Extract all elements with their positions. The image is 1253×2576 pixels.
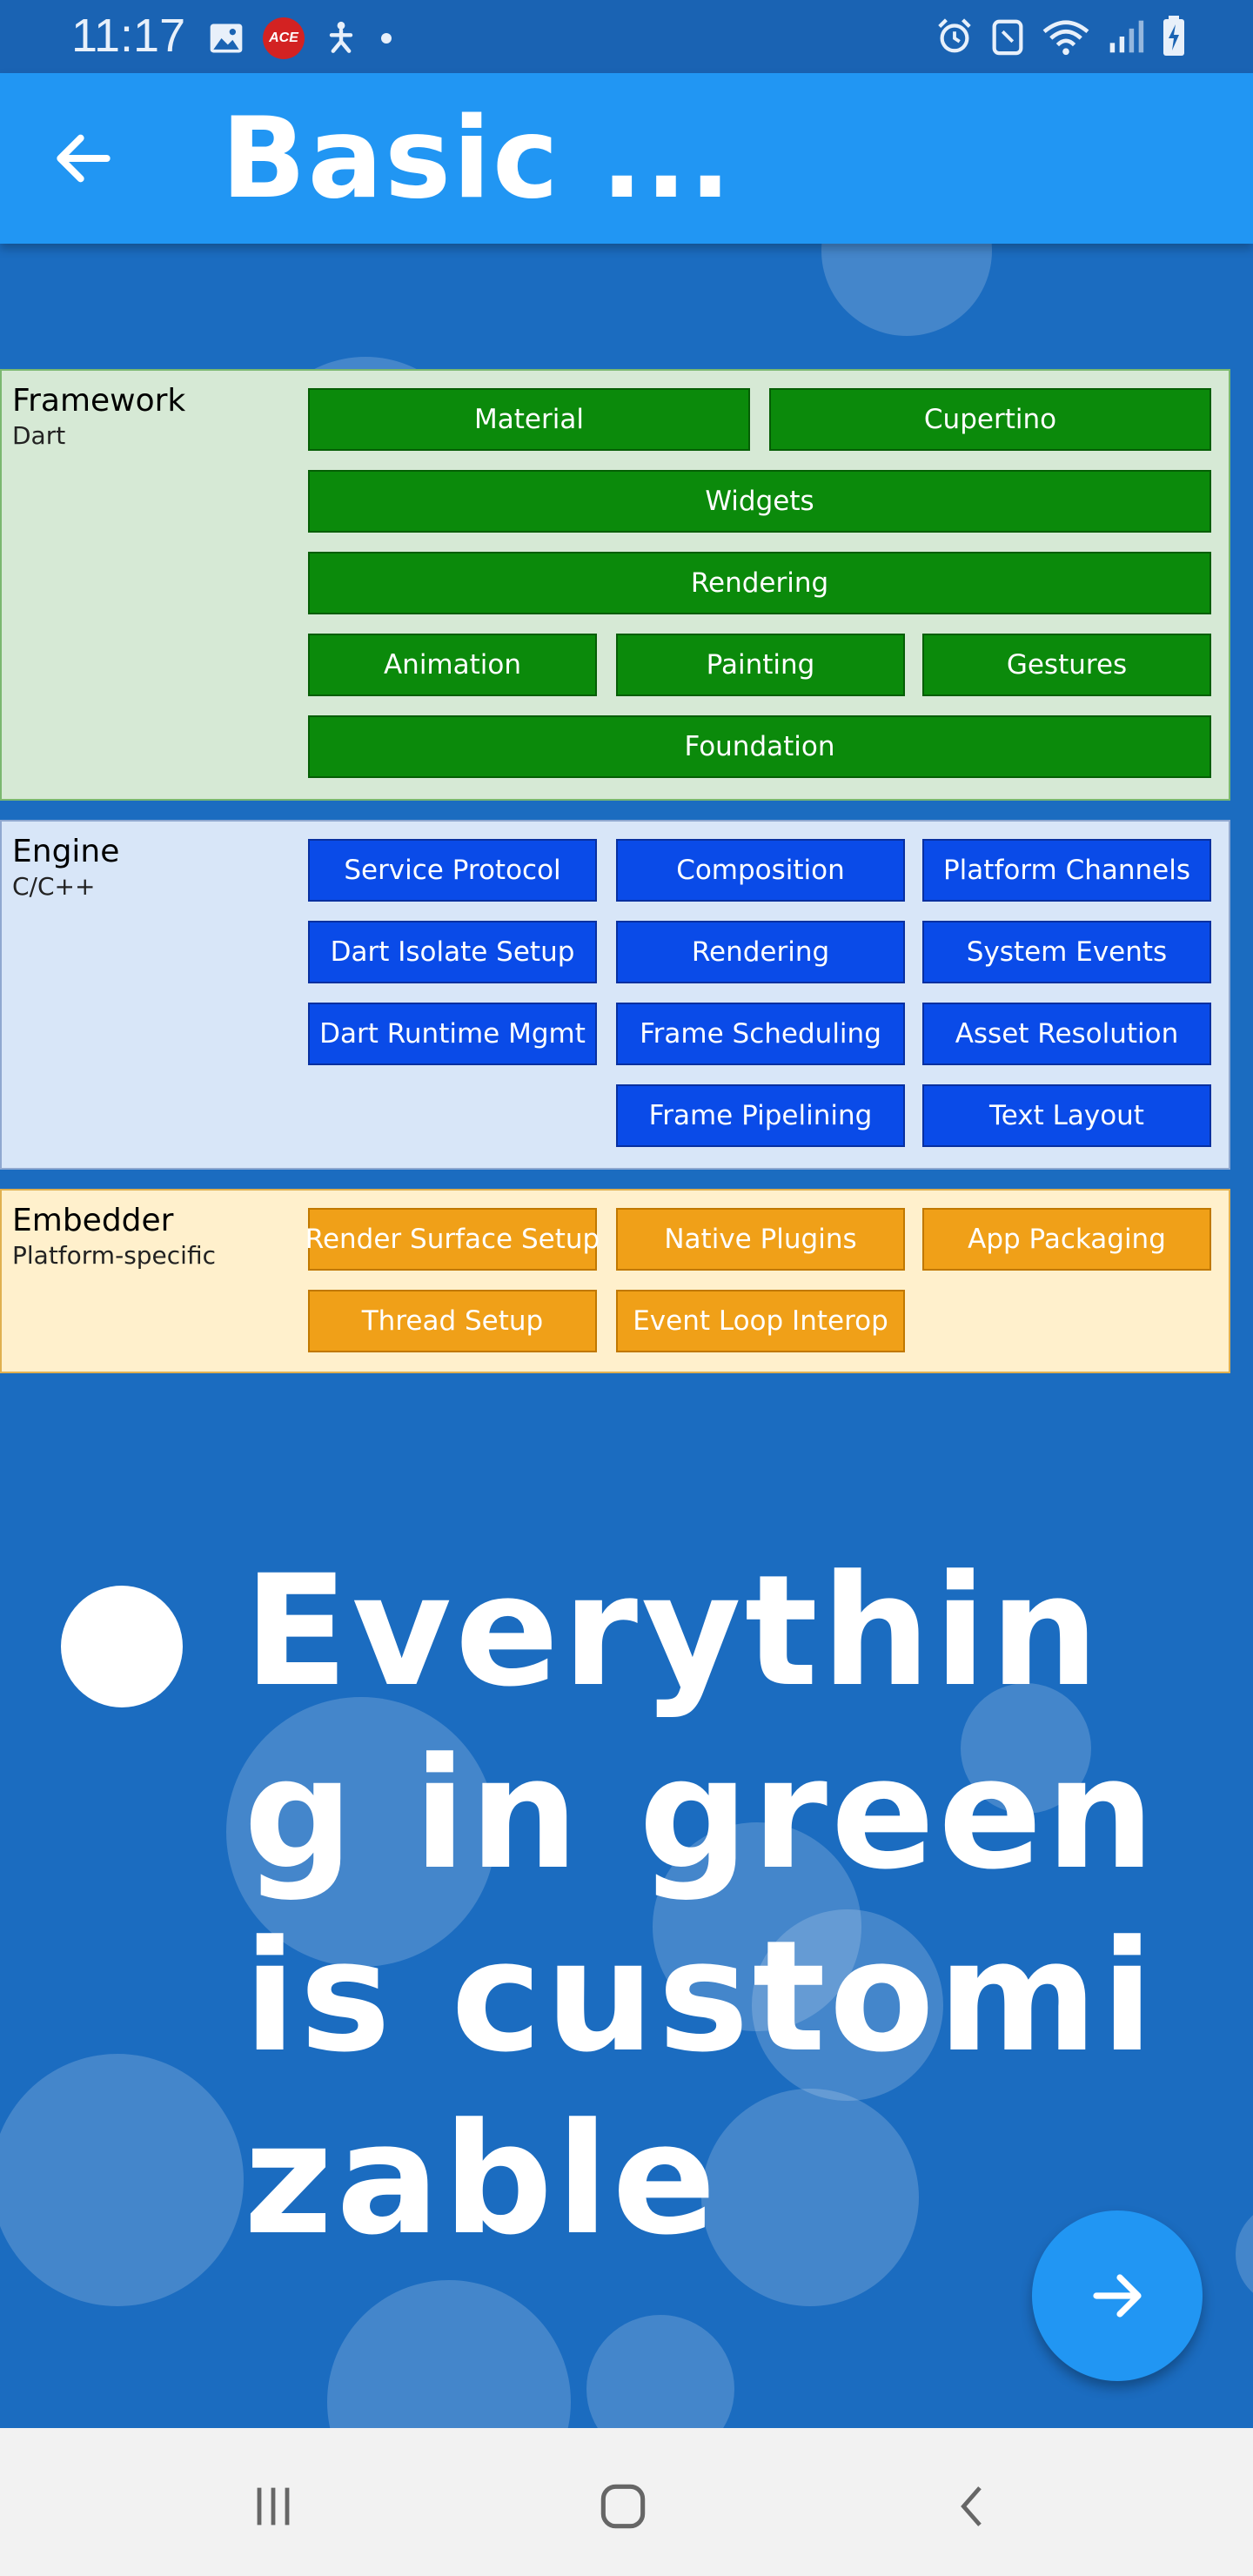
block-dart-runtime-mgmt: Dart Runtime Mgmt xyxy=(308,1003,597,1065)
background-bubble xyxy=(961,1683,1091,1814)
accessibility-icon xyxy=(329,21,353,53)
signal-icon xyxy=(1109,20,1144,53)
block-system-events: System Events xyxy=(922,921,1211,983)
embedder-layer: Embedder Platform-specific Render Surfac… xyxy=(0,1189,1230,1373)
layer-language: Dart xyxy=(12,421,66,450)
background-bubble xyxy=(653,1822,861,2031)
layer-name: Engine xyxy=(12,834,120,869)
background-bubble xyxy=(701,2089,919,2306)
arrow-forward-icon xyxy=(1093,2274,1142,2318)
background-bubble xyxy=(327,2280,571,2428)
back-icon xyxy=(961,2486,982,2526)
background-bubble xyxy=(0,2054,244,2306)
status-left-icons: ACE xyxy=(207,17,395,59)
engine-layer: Engine C/C++ Service Protocol Compositio… xyxy=(0,820,1230,1170)
arrow-back-icon xyxy=(57,134,111,183)
background-bubble xyxy=(226,1697,496,1967)
block-material: Material xyxy=(308,388,750,451)
dot-icon xyxy=(381,33,392,44)
block-widgets: Widgets xyxy=(308,470,1211,533)
home-button[interactable] xyxy=(588,2472,658,2541)
nfc-icon xyxy=(992,19,1023,56)
wifi-icon xyxy=(1042,20,1089,56)
block-painting: Painting xyxy=(616,634,905,696)
block-rendering: Rendering xyxy=(308,552,1211,614)
layer-name: Embedder xyxy=(12,1203,174,1238)
app-bar: Basic ... xyxy=(0,73,1253,244)
page-title: Basic ... xyxy=(221,94,734,224)
background-bubble xyxy=(821,244,992,336)
status-right-icons xyxy=(935,16,1187,57)
layer-language: C/C++ xyxy=(12,872,96,901)
ace-label: ACE xyxy=(269,30,298,45)
recent-apps-icon xyxy=(257,2487,290,2526)
block-native-plugins: Native Plugins xyxy=(616,1208,905,1271)
block-app-packaging: App Packaging xyxy=(922,1208,1211,1271)
slide-content: Framework Dart Material Cupertino Widget… xyxy=(0,244,1253,2428)
block-asset-resolution: Asset Resolution xyxy=(922,1003,1211,1065)
block-composition: Composition xyxy=(616,839,905,902)
block-dart-isolate-setup: Dart Isolate Setup xyxy=(308,921,597,983)
status-bar: 11:17 ACE xyxy=(0,0,1253,73)
block-platform-channels: Platform Channels xyxy=(922,839,1211,902)
alarm-icon xyxy=(938,18,971,53)
battery-charging-icon xyxy=(1163,16,1184,56)
block-cupertino: Cupertino xyxy=(769,388,1211,451)
block-text-layout: Text Layout xyxy=(922,1084,1211,1147)
next-slide-button[interactable] xyxy=(1032,2210,1203,2381)
bullet-text: Everything in green is customizable xyxy=(244,1542,1158,2269)
block-event-loop-interop: Event Loop Interop xyxy=(616,1290,905,1352)
system-nav-bar xyxy=(0,2428,1253,2576)
status-time: 11:17 xyxy=(71,10,186,62)
background-bubble xyxy=(1236,2202,1253,2306)
background-bubble xyxy=(586,2315,734,2428)
block-foundation: Foundation xyxy=(308,715,1211,778)
block-render-surface-setup: Render Surface Setup xyxy=(305,1208,600,1271)
recent-apps-button[interactable] xyxy=(238,2472,308,2541)
block-animation: Animation xyxy=(308,634,597,696)
block-frame-pipelining: Frame Pipelining xyxy=(616,1084,905,1147)
background-bubble xyxy=(752,1909,943,2101)
block-thread-setup: Thread Setup xyxy=(308,1290,597,1352)
block-rendering-engine: Rendering xyxy=(616,921,905,983)
layer-name: Framework xyxy=(12,383,186,419)
ace-app-icon: ACE xyxy=(263,17,305,59)
back-button[interactable] xyxy=(49,124,118,193)
block-service-protocol: Service Protocol xyxy=(308,839,597,902)
block-frame-scheduling: Frame Scheduling xyxy=(616,1003,905,1065)
image-icon xyxy=(210,23,243,53)
home-icon xyxy=(600,2484,646,2529)
bullet-dot xyxy=(61,1586,183,1707)
layer-language: Platform-specific xyxy=(12,1241,216,1270)
system-back-button[interactable] xyxy=(938,2472,1008,2541)
framework-layer: Framework Dart Material Cupertino Widget… xyxy=(0,369,1230,801)
block-gestures: Gestures xyxy=(922,634,1211,696)
